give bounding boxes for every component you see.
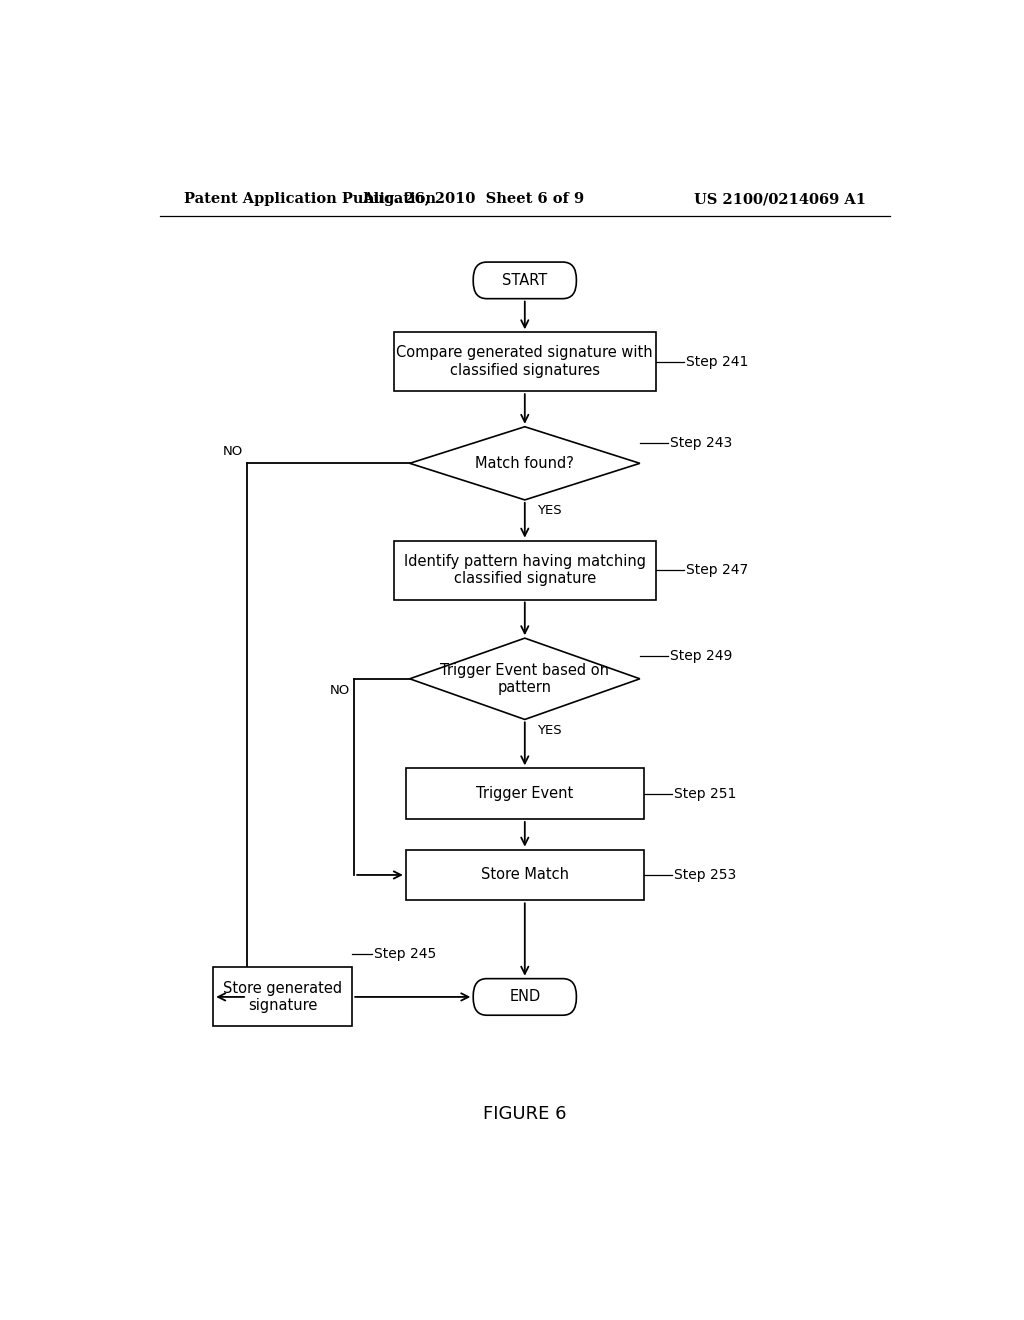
- Text: Step 253: Step 253: [674, 869, 736, 882]
- Text: FIGURE 6: FIGURE 6: [483, 1105, 566, 1123]
- FancyBboxPatch shape: [473, 978, 577, 1015]
- Text: Step 251: Step 251: [674, 787, 736, 801]
- Text: Store generated
signature: Store generated signature: [223, 981, 342, 1014]
- Text: Step 245: Step 245: [375, 948, 436, 961]
- Text: Step 243: Step 243: [670, 436, 732, 450]
- Bar: [406, 768, 644, 818]
- Text: YES: YES: [537, 504, 561, 517]
- Text: Identify pattern having matching
classified signature: Identify pattern having matching classif…: [403, 554, 646, 586]
- Text: START: START: [502, 273, 548, 288]
- Text: END: END: [509, 990, 541, 1005]
- Text: NO: NO: [330, 684, 350, 697]
- Text: Patent Application Publication: Patent Application Publication: [183, 191, 435, 206]
- Polygon shape: [410, 638, 640, 719]
- FancyBboxPatch shape: [473, 263, 577, 298]
- Text: Step 247: Step 247: [686, 564, 749, 577]
- Text: NO: NO: [223, 445, 243, 458]
- Text: Trigger Event based on
pattern: Trigger Event based on pattern: [440, 663, 609, 696]
- Text: Aug. 26, 2010  Sheet 6 of 9: Aug. 26, 2010 Sheet 6 of 9: [362, 191, 585, 206]
- Text: YES: YES: [537, 723, 561, 737]
- Text: Store Match: Store Match: [481, 867, 568, 883]
- Bar: [213, 968, 352, 1027]
- Polygon shape: [410, 426, 640, 500]
- Bar: [394, 541, 655, 599]
- Text: Trigger Event: Trigger Event: [476, 787, 573, 801]
- Text: Compare generated signature with
classified signatures: Compare generated signature with classif…: [396, 346, 653, 378]
- Bar: [394, 333, 655, 391]
- Text: Match found?: Match found?: [475, 455, 574, 471]
- Text: US 2100/0214069 A1: US 2100/0214069 A1: [694, 191, 866, 206]
- Text: Step 249: Step 249: [670, 649, 732, 663]
- Bar: [406, 850, 644, 900]
- Text: Step 241: Step 241: [686, 355, 749, 368]
